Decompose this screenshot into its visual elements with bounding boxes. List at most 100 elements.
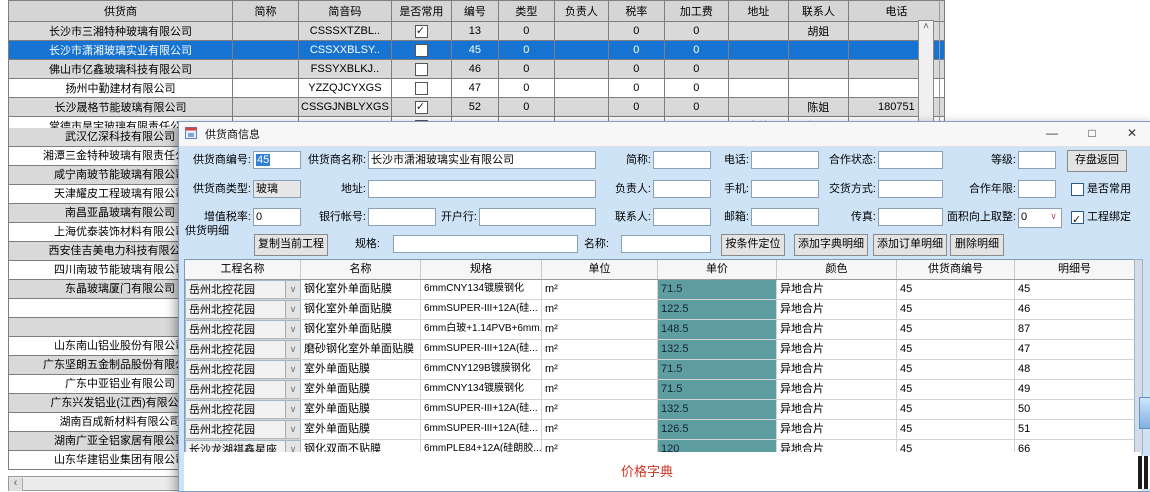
common-use-checkbox-group[interactable]: 是否常用 [1071, 179, 1131, 199]
short-name-field[interactable] [653, 151, 711, 169]
column-header-manager[interactable]: 负责人 [553, 0, 609, 22]
contact-field[interactable] [653, 208, 711, 226]
detail-row[interactable]: 岳州北控花园 ∨ 室外单面贴膜 6mmSUPER-III+12A(硅... m² 132.… [185, 400, 1135, 420]
name-filter-field[interactable] [621, 235, 711, 253]
common-checkbox[interactable] [414, 62, 428, 76]
detail-row[interactable]: 长沙龙湖祺鑫星座 ∨ 钢化双面不贴膜 6mmPLE84+12A(硅朗胶... m² 120… [185, 440, 1135, 453]
list-item[interactable]: 四川南玻节能玻璃有限公司 [8, 261, 232, 280]
project-combo[interactable]: 岳州北控花园 ∨ [185, 380, 301, 399]
column-header-common[interactable]: 是否常用 [390, 0, 452, 22]
detail-header-color[interactable]: 颜色 [777, 260, 897, 279]
dropdown-arrow-icon[interactable]: ∨ [285, 421, 300, 438]
bank-no-field[interactable] [368, 208, 436, 226]
list-item[interactable]: 山东华建铝业集团有限公司 [8, 451, 232, 470]
supplier-name-field[interactable]: 长沙市潇湘玻璃实业有限公司 [368, 151, 596, 169]
bank-field[interactable] [479, 208, 596, 226]
fax-field[interactable] [878, 208, 943, 226]
supplier-type-field[interactable]: 玻璃 [253, 180, 301, 198]
column-header-short[interactable]: 简称 [232, 0, 299, 22]
project-combo[interactable]: 岳州北控花园 ∨ [185, 320, 301, 339]
list-item[interactable]: 西安佳吉美电力科技有限公司 [8, 242, 232, 261]
detail-header-price[interactable]: 单价 [658, 260, 777, 279]
column-header-type[interactable]: 类型 [497, 0, 555, 22]
detail-header-spec[interactable]: 规格 [421, 260, 542, 279]
project-combo[interactable]: 岳州北控花园 ∨ [185, 400, 301, 419]
column-header-contact[interactable]: 联系人 [787, 0, 849, 22]
dropdown-arrow-icon[interactable]: ∨ [285, 441, 300, 453]
list-item[interactable]: 武汉亿深科技有限公司 [8, 128, 232, 147]
vat-field[interactable] [253, 208, 301, 226]
save-return-button[interactable]: 存盘返回 [1067, 150, 1127, 172]
delete-detail-button[interactable]: 删除明细 [950, 234, 1004, 256]
list-item[interactable]: 广东坚朗五金制品股份有限公司 [8, 356, 232, 375]
copy-project-button[interactable]: 复制当前工程 [254, 234, 328, 256]
dropdown-arrow-icon[interactable]: ∨ [285, 381, 300, 398]
maximize-icon[interactable]: □ [1088, 126, 1096, 140]
dropdown-arrow-icon[interactable]: ∨ [285, 301, 300, 318]
project-combo[interactable]: 岳州北控花园 ∨ [185, 420, 301, 439]
project-combo[interactable]: 长沙龙湖祺鑫星座 ∨ [185, 440, 301, 453]
column-header-pycode[interactable]: 简音码 [298, 0, 392, 22]
dropdown-arrow-icon[interactable]: ∨ [285, 281, 300, 298]
project-combo[interactable]: 岳州北控花园 ∨ [185, 300, 301, 319]
list-item[interactable]: 广东兴发铝业(江西)有限公司 [8, 394, 232, 413]
supplier-row[interactable]: 扬州中勤建材有限公司 YZZQJCYXGS 47 0 0 0 [8, 78, 945, 98]
detail-row[interactable]: 岳州北控花园 ∨ 室外单面贴膜 6mmCNY134镀膜钢化 m² 71.5 异地合片 45 49 [185, 380, 1135, 400]
phone-field[interactable] [751, 151, 819, 169]
detail-row[interactable]: 岳州北控花园 ∨ 室外单面贴膜 6mmCNY129B镀膜钢化 m² 71.5 异地合片 45 4… [185, 360, 1135, 380]
project-bind-checkbox-group[interactable]: 工程绑定 [1071, 207, 1131, 230]
dropdown-arrow-icon[interactable]: ∨ [285, 341, 300, 358]
project-combo[interactable]: 岳州北控花园 ∨ [185, 340, 301, 359]
detail-header-unit[interactable]: 单位 [542, 260, 658, 279]
common-checkbox[interactable] [414, 43, 428, 57]
project-combo[interactable]: 岳州北控花园 ∨ [185, 280, 301, 299]
column-header-addr[interactable]: 地址 [727, 0, 789, 22]
list-item[interactable]: 咸宁南玻节能玻璃有限公司 [8, 166, 232, 185]
column-header-id[interactable]: 编号 [450, 0, 499, 22]
detail-row[interactable]: 岳州北控花园 ∨ 磨砂钢化室外单面贴膜 6mmSUPER-III+12A(硅... m²… [185, 340, 1135, 360]
detail-header-project[interactable]: 工程名称 [185, 260, 301, 279]
column-header-fee[interactable]: 加工费 [663, 0, 729, 22]
locate-button[interactable]: 按条件定位 [721, 234, 785, 256]
coop-status-field[interactable] [878, 151, 943, 169]
list-item[interactable]: 东晶玻璃厦门有限公司 [8, 280, 232, 299]
detail-header-name[interactable]: 名称 [301, 260, 421, 279]
dialog-titlebar[interactable]: 供货商信息 — □ ✕ [179, 122, 1150, 147]
add-dictionary-detail-button[interactable]: 添加字典明细 [794, 234, 868, 256]
coop-years-field[interactable] [1018, 180, 1056, 198]
list-item[interactable]: 湘潭三金特种玻璃有限责任公司 [8, 147, 232, 166]
manager-field[interactable] [653, 180, 711, 198]
add-order-detail-button[interactable]: 添加订单明细 [873, 234, 947, 256]
dropdown-arrow-icon[interactable]: ∨ [285, 361, 300, 378]
scroll-left-icon[interactable]: ‹ [9, 478, 23, 491]
detail-header-supplier-no[interactable]: 供货商编号 [897, 260, 1015, 279]
common-use-checkbox[interactable] [1071, 182, 1084, 196]
detail-header-detail-no[interactable]: 明细号 [1015, 260, 1135, 279]
dropdown-arrow-icon[interactable]: ∨ [285, 321, 300, 338]
grade-field[interactable] [1018, 151, 1056, 169]
dropdown-arrow-icon[interactable]: ∨ [285, 401, 300, 418]
spec-filter-field[interactable] [393, 235, 578, 253]
round-up-select[interactable]: 0 ∨ [1018, 208, 1062, 228]
supplier-row[interactable]: 长沙晟格节能玻璃有限公司CSSGJNBLYXGS52000陈姐180751 [8, 97, 945, 117]
address-field[interactable] [368, 180, 596, 198]
list-item[interactable]: 上海优泰装饰材料有限公司 [8, 223, 232, 242]
column-header-tax[interactable]: 税率 [607, 0, 665, 22]
list-item[interactable]: 山东南山铝业股份有限公司 [8, 337, 232, 356]
supplier-row[interactable]: 长沙市潇湘玻璃实业有限公司 CSSXXBLSY.. 45 0 0 0 [8, 40, 945, 60]
supplier-row[interactable]: 佛山市亿鑫玻璃科技有限公司 FSSYXBLKJ.. 46 0 0 0 [8, 59, 945, 79]
detail-row[interactable]: 岳州北控花园 ∨ 钢化室外单面贴膜 6mm白玻+1.14PVB+6mm... m² 148… [185, 320, 1135, 340]
list-item[interactable]: 天津耀皮工程玻璃有限公司 [8, 185, 232, 204]
delivery-field[interactable] [878, 180, 943, 198]
detail-row[interactable]: 岳州北控花园 ∨ 钢化室外单面贴膜 6mmCNY134镀膜钢化 m² 71.5 异地合片 45… [185, 280, 1135, 300]
list-item[interactable]: 湖南百成新材料有限公司 [8, 413, 232, 432]
common-checkbox[interactable] [414, 24, 428, 38]
column-header-phone[interactable]: 电话 [847, 0, 945, 22]
project-bind-checkbox[interactable] [1071, 210, 1084, 230]
mobile-field[interactable] [751, 180, 819, 198]
common-checkbox[interactable] [414, 81, 428, 95]
close-icon[interactable]: ✕ [1126, 126, 1138, 140]
detail-row[interactable]: 岳州北控花园 ∨ 钢化室外单面贴膜 6mmSUPER-III+12A(硅... m² 12… [185, 300, 1135, 320]
detail-row[interactable]: 岳州北控花园 ∨ 室外单面贴膜 6mmSUPER-III+12A(硅... m² 126.… [185, 420, 1135, 440]
